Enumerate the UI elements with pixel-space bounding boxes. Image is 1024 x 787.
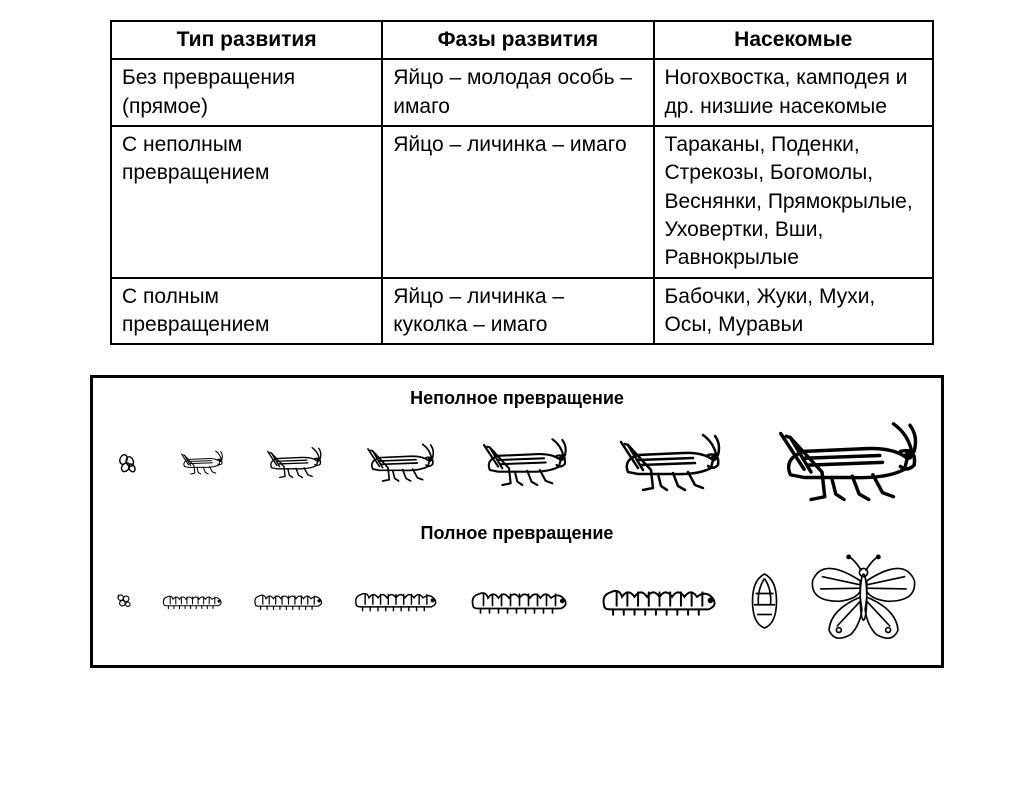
caterpillar-icon	[597, 579, 722, 623]
table: Тип развития Фазы развития Насекомые Без…	[110, 20, 934, 345]
egg-cluster-icon	[113, 590, 135, 612]
cell-phases: Яйцо – личинка – куколка – имаго	[382, 278, 653, 345]
egg-cluster-icon	[113, 449, 141, 477]
grasshopper-icon	[258, 445, 323, 481]
cell-type: С неполным превращением	[111, 126, 382, 278]
development-table: Тип развития Фазы развития Насекомые Без…	[110, 20, 934, 345]
grasshopper-icon	[603, 430, 723, 496]
butterfly-icon	[806, 552, 921, 650]
grasshopper-icon	[356, 441, 436, 485]
caterpillar-icon	[160, 590, 225, 613]
incomplete-title: Неполное превращение	[113, 388, 921, 409]
incomplete-row	[113, 417, 921, 508]
cell-insects: Бабочки, Жуки, Мухи, Осы, Муравьи	[654, 278, 934, 345]
table-row: С полным превращением Яйцо – личинка – к…	[111, 278, 933, 345]
complete-row	[113, 552, 921, 650]
caterpillar-icon	[351, 585, 441, 617]
cell-phases: Яйцо – молодая особь – имаго	[382, 59, 653, 126]
table-row: С неполным превращением Яйцо – личинка –…	[111, 126, 933, 278]
table-header-row: Тип развития Фазы развития Насекомые	[111, 21, 933, 59]
cell-insects: Ногохвостка, камподея и др. низшие насек…	[654, 59, 934, 126]
caterpillar-icon	[251, 588, 326, 614]
cell-type: С полным превращением	[111, 278, 382, 345]
metamorphosis-diagram: Неполное превращение	[90, 375, 944, 668]
col-header-type: Тип развития	[111, 21, 382, 59]
caterpillar-icon	[467, 583, 572, 620]
pupa-icon	[748, 571, 781, 631]
grasshopper-icon	[756, 417, 921, 508]
grasshopper-icon	[469, 435, 569, 490]
col-header-phases: Фазы развития	[382, 21, 653, 59]
table-row: Без превращения (прямое) Яйцо – молодая …	[111, 59, 933, 126]
cell-type: Без превращения (прямое)	[111, 59, 382, 126]
complete-title: Полное превращение	[113, 523, 921, 544]
grasshopper-icon	[174, 449, 224, 477]
cell-insects: Тараканы, Поденки, Стрекозы, Богомолы, В…	[654, 126, 934, 278]
cell-phases: Яйцо – личинка – имаго	[382, 126, 653, 278]
col-header-insects: Насекомые	[654, 21, 934, 59]
